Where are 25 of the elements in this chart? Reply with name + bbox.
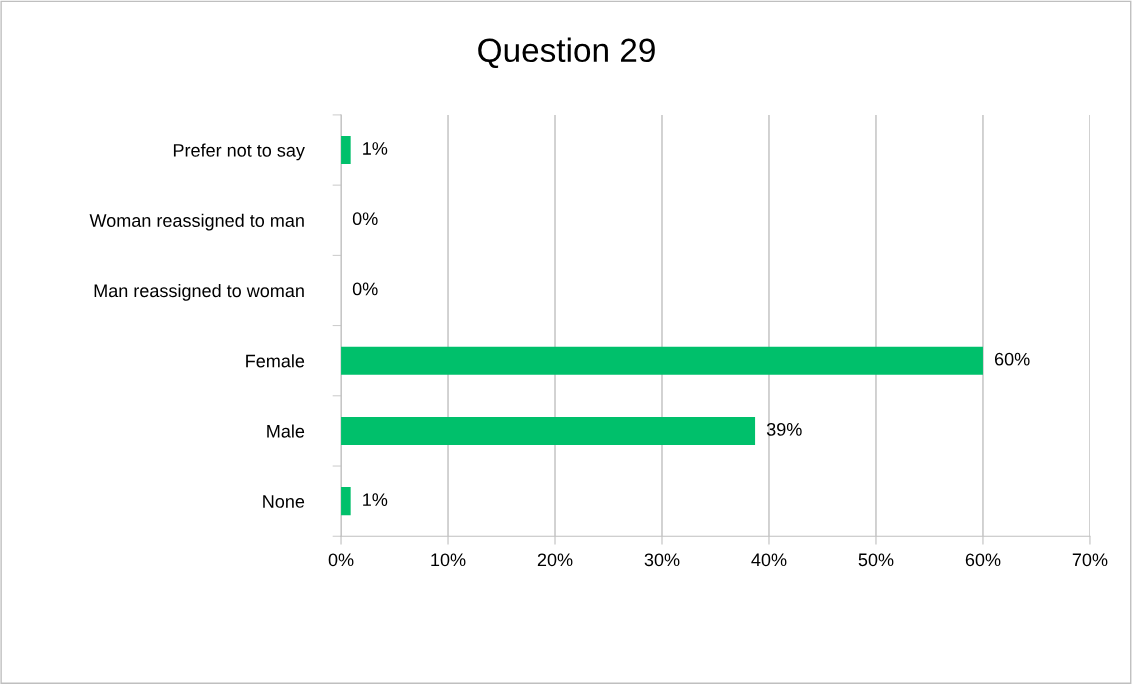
x-tick-label: 0% <box>328 553 354 567</box>
bar <box>341 346 983 375</box>
x-tick-label: 20% <box>537 553 573 567</box>
x-tick-label: 60% <box>965 553 1001 567</box>
y-tick-label: Woman reassigned to man <box>89 213 304 231</box>
y-tick-label: Man reassigned to woman <box>94 283 304 301</box>
data-label: 60% <box>994 352 1030 366</box>
y-tick-label: Prefer not to say <box>173 143 305 161</box>
chart-title: Question 29 <box>478 37 655 69</box>
data-label: 39% <box>766 422 802 436</box>
bar <box>341 487 351 516</box>
x-tick-label: 70% <box>1072 553 1108 567</box>
data-label: 1% <box>363 142 388 155</box>
x-tick-label: 10% <box>431 553 466 567</box>
x-tick-label: 30% <box>644 553 680 567</box>
x-tick-label: 50% <box>858 553 894 567</box>
data-label: 0% <box>352 212 378 226</box>
y-tick-label: None <box>263 495 305 508</box>
data-label: 0% <box>352 282 378 296</box>
data-label: 1% <box>363 493 388 506</box>
x-tick-label: 40% <box>751 553 787 567</box>
bar <box>341 135 351 165</box>
y-tick-label: Male <box>267 424 305 438</box>
y-tick-label: Female <box>246 354 305 368</box>
bar <box>341 416 756 445</box>
